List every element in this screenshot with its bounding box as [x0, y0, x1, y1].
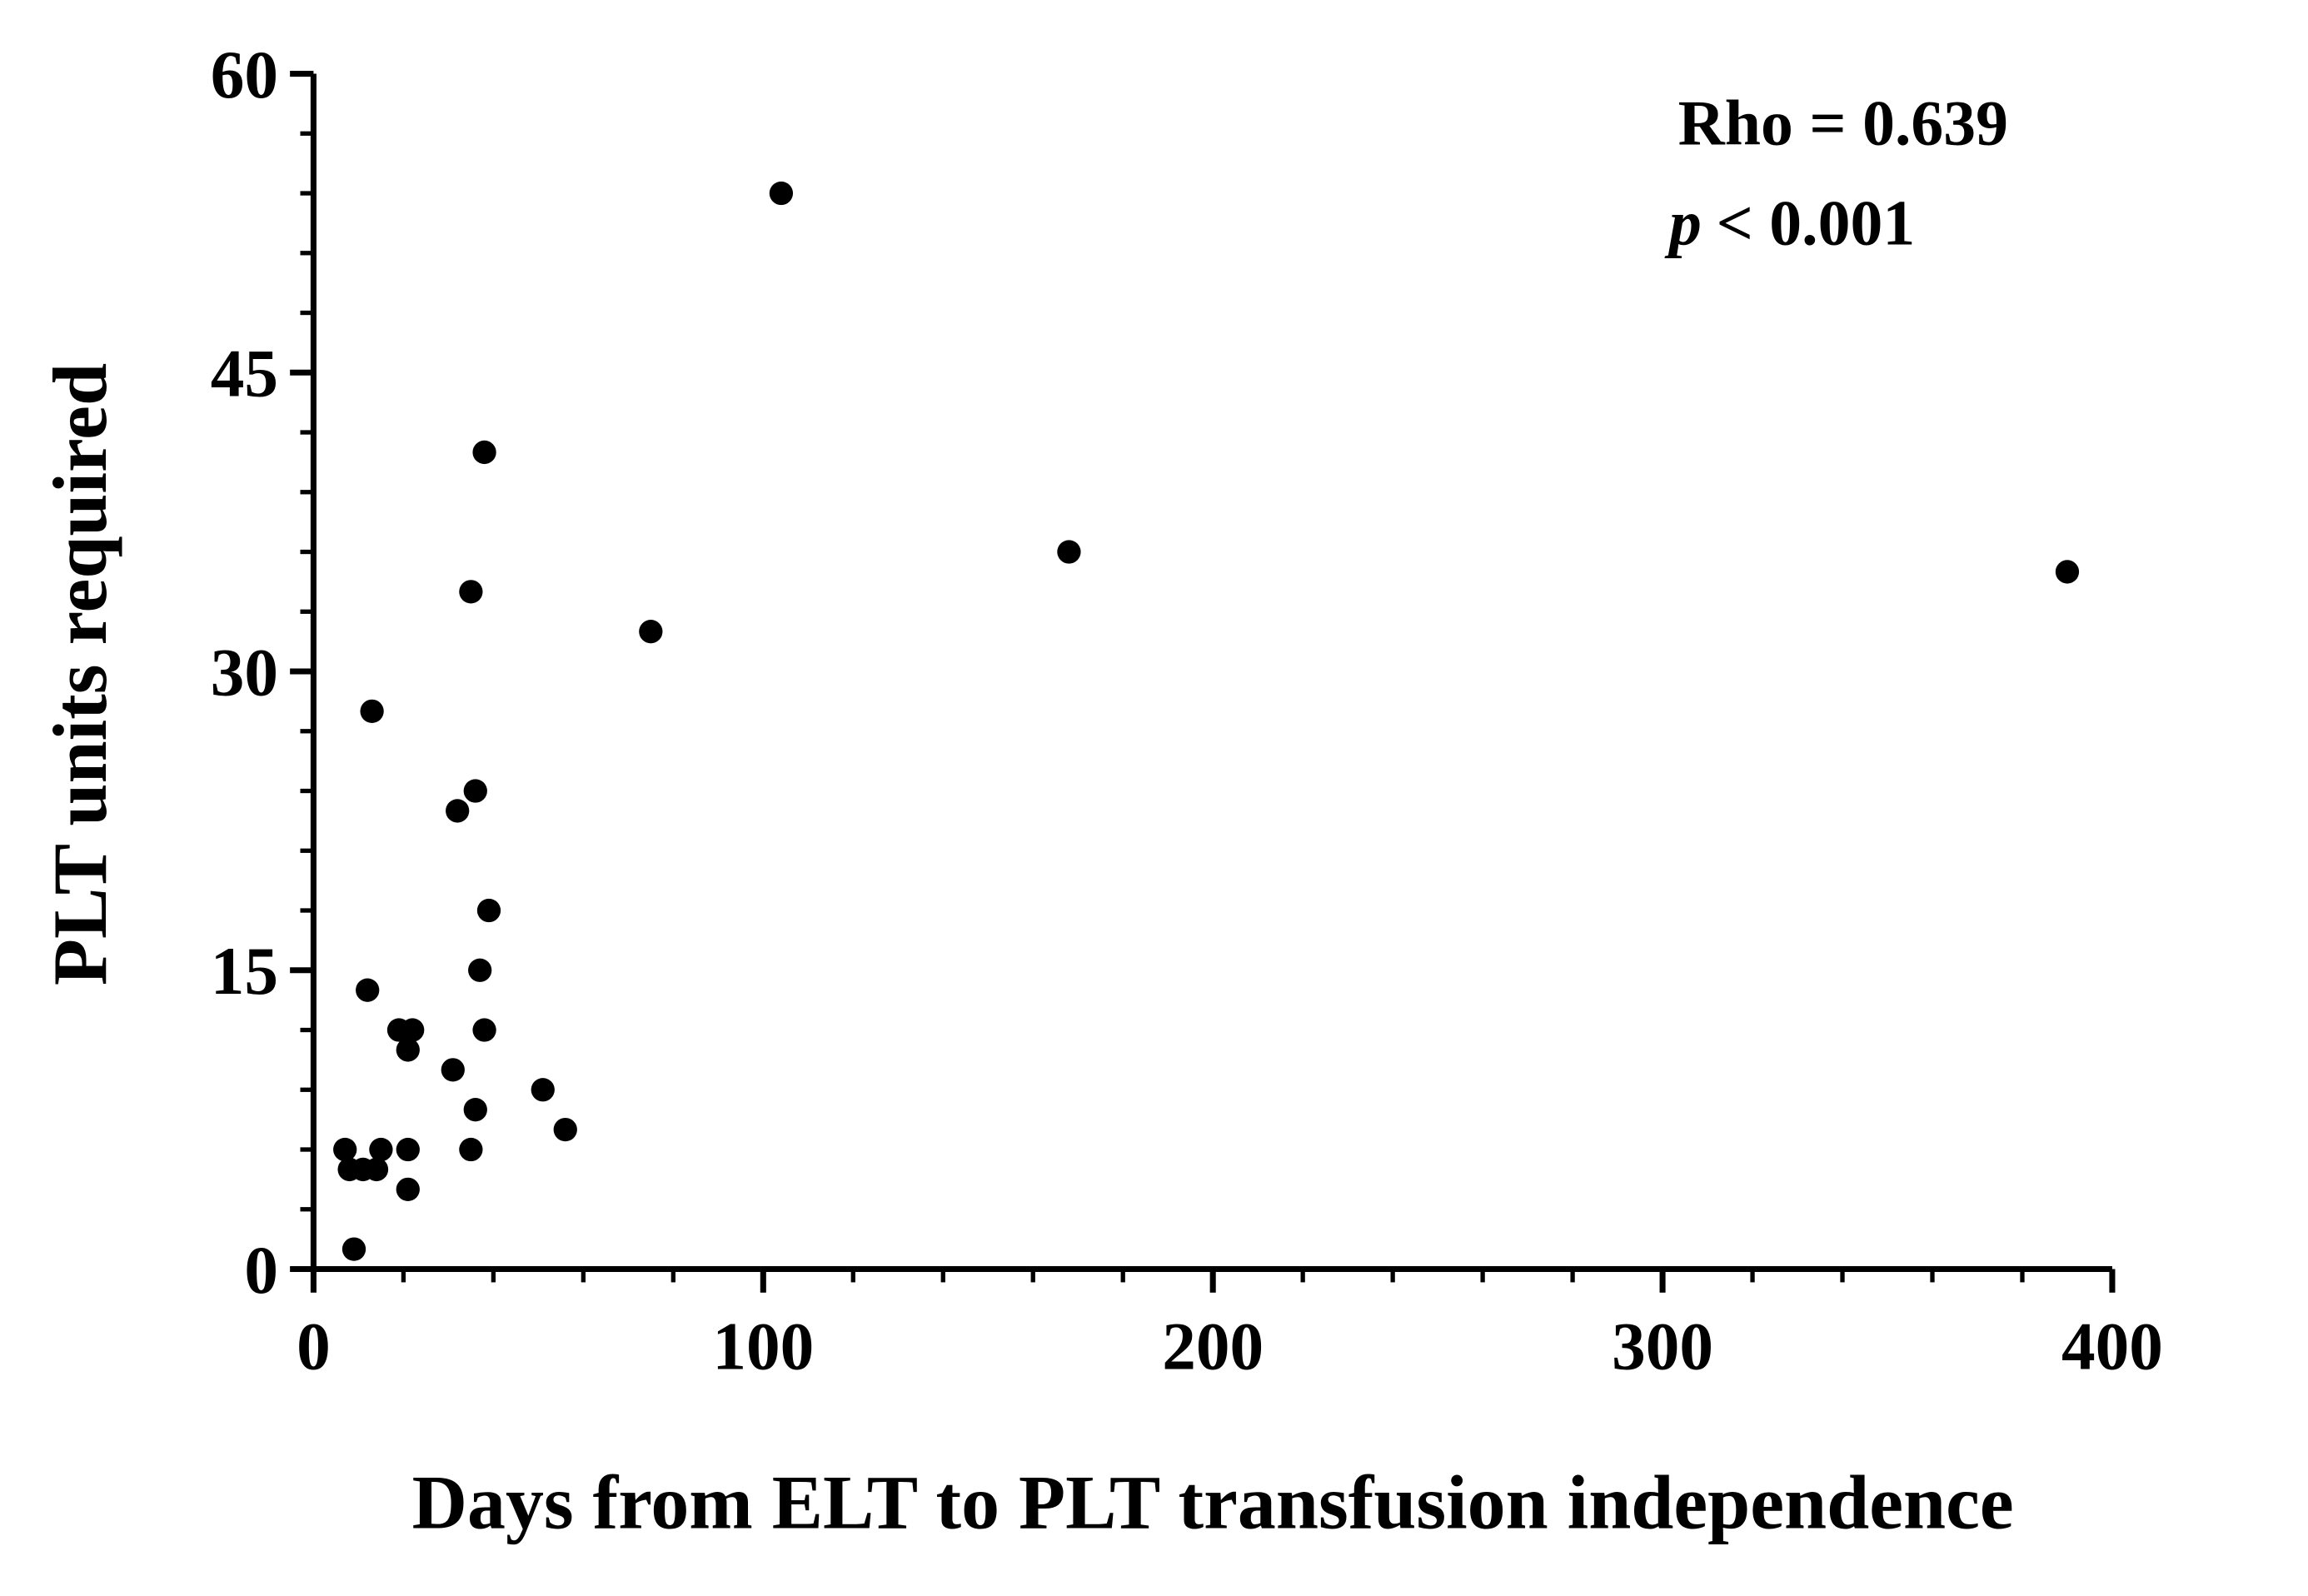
point: [459, 580, 483, 604]
y-tick-label: 0: [244, 1233, 278, 1308]
point: [459, 1137, 483, 1162]
point: [476, 898, 501, 923]
y-tick-label: 15: [211, 934, 278, 1009]
x-tick-label: 300: [1612, 1309, 1713, 1384]
annotation-text: < 0.001: [1717, 187, 1916, 259]
point: [446, 799, 470, 823]
point: [396, 1038, 420, 1062]
point: [441, 1058, 465, 1082]
point: [769, 181, 794, 206]
point: [2055, 560, 2080, 584]
y-tick-label: 30: [211, 635, 278, 710]
x-tick-label: 100: [712, 1309, 814, 1384]
point: [360, 699, 384, 723]
annotation-italic: p: [1664, 187, 1702, 259]
point: [396, 1137, 420, 1162]
x-tick-label: 0: [297, 1309, 331, 1384]
x-tick-label: 400: [2061, 1309, 2163, 1384]
point: [364, 1157, 389, 1182]
point: [341, 1237, 366, 1261]
annotation: Rho = 0.639: [1678, 87, 2008, 158]
y-axis-label: PLT units required: [37, 363, 122, 985]
point: [639, 620, 663, 644]
point: [1057, 540, 1081, 564]
point: [356, 978, 380, 1002]
point: [463, 779, 487, 803]
point: [553, 1117, 577, 1142]
annotation: p < 0.001: [1664, 187, 1915, 259]
point: [333, 1137, 357, 1162]
point: [463, 1098, 487, 1122]
point: [396, 1177, 420, 1201]
x-axis-label: Days from ELT to PLT transfusion indepen…: [412, 1460, 2014, 1545]
x-tick-label: 200: [1162, 1309, 1264, 1384]
y-tick-label: 60: [211, 37, 278, 112]
point: [531, 1078, 555, 1102]
point: [472, 440, 496, 465]
point: [369, 1137, 393, 1162]
point: [468, 958, 492, 982]
point: [401, 1018, 425, 1042]
y-tick-label: 45: [211, 337, 278, 411]
point: [472, 1018, 496, 1042]
